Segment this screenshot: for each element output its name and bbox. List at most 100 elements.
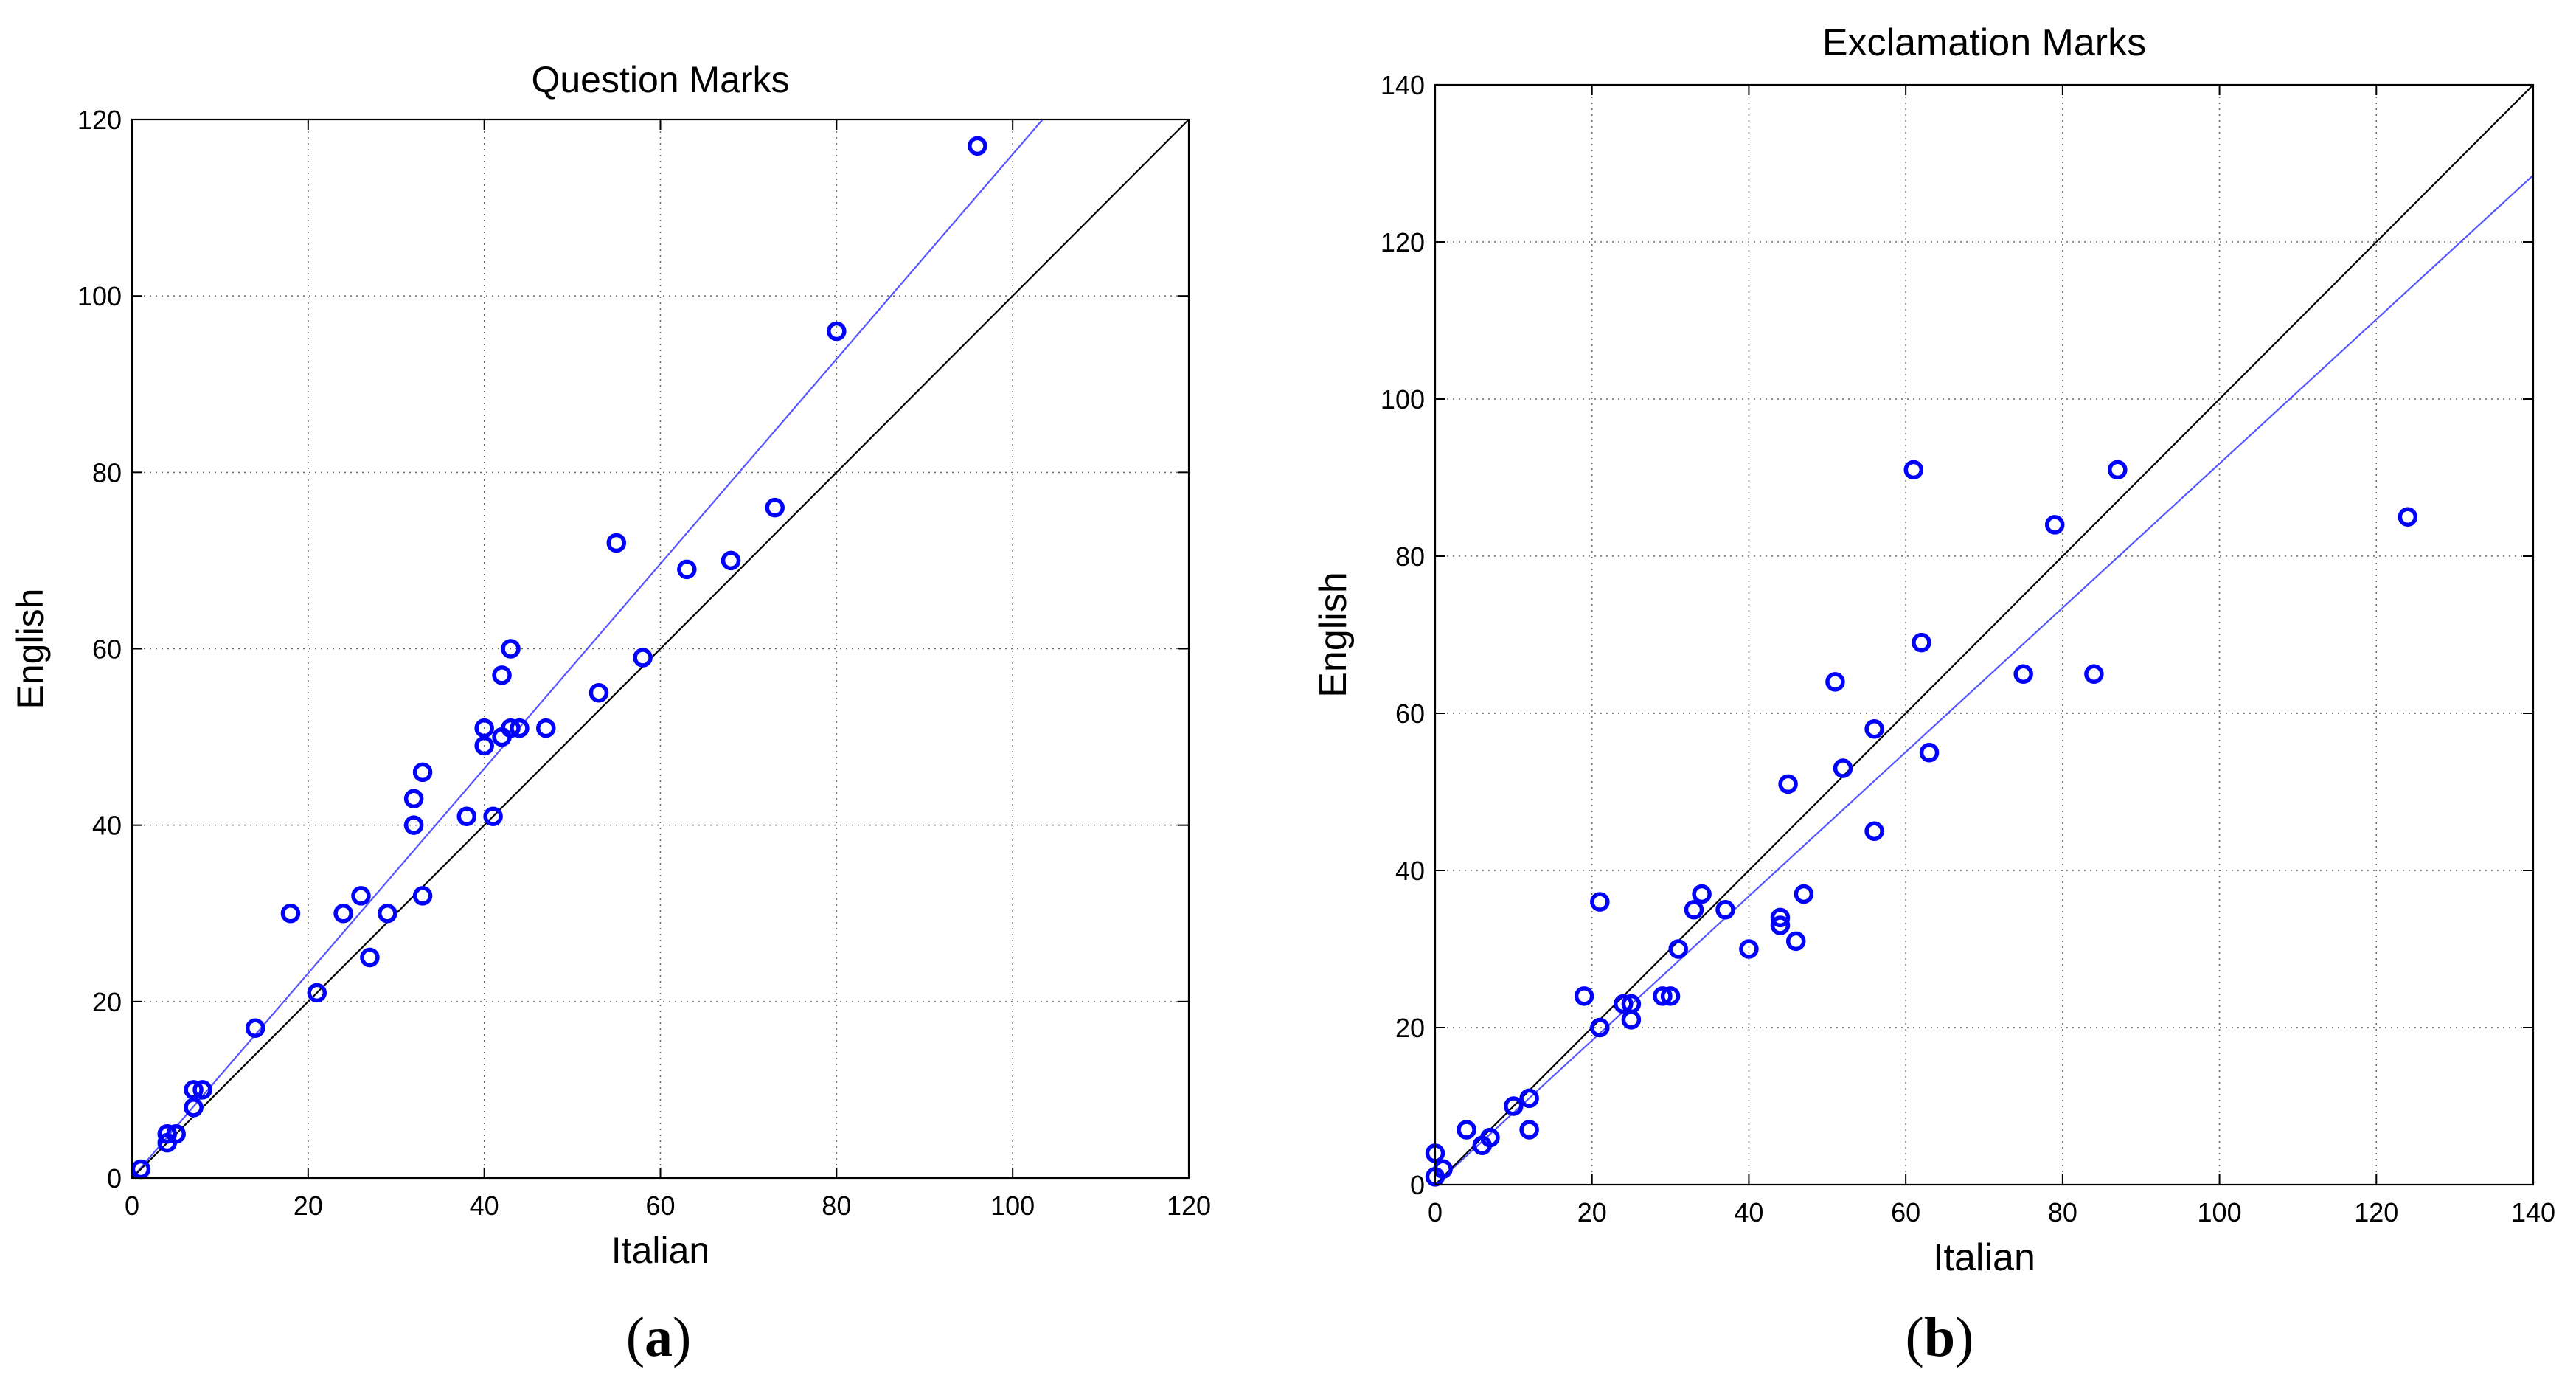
x-tick-label: 40 [470, 1191, 499, 1221]
y-tick-label: 120 [1381, 227, 1425, 257]
data-point [351, 886, 371, 906]
x-tick-label: 60 [1891, 1197, 1920, 1227]
x-tick-label: 60 [645, 1191, 675, 1221]
x-tick-label: 120 [1167, 1191, 1211, 1221]
data-point [1519, 1120, 1539, 1140]
data-point [589, 683, 609, 703]
data-point [474, 735, 494, 756]
data-point [1684, 900, 1704, 920]
y-tick-label: 40 [1395, 856, 1425, 886]
chart-question-marks: 0 20 40 60 80 100 120 0 20 40 60 80 100 120 Question M… [10, 59, 1211, 1271]
data-point [483, 806, 503, 826]
y-tick-label: 60 [1395, 699, 1425, 729]
data-point [192, 1080, 212, 1100]
chart-title: Exclamation Marks [1822, 21, 2146, 64]
data-point [536, 718, 556, 738]
data-point [1519, 1088, 1539, 1109]
y-tick-label: 20 [92, 987, 122, 1017]
data-point [456, 806, 477, 826]
data-point [2108, 460, 2128, 480]
data-point [1785, 931, 1806, 952]
x-tick-label: 0 [125, 1191, 139, 1221]
data-point [360, 947, 380, 968]
data-point [1621, 994, 1642, 1014]
x-tick-label: 0 [1428, 1197, 1443, 1227]
data-point [1919, 743, 1940, 763]
data-point [1457, 1120, 1476, 1140]
data-point [677, 559, 697, 580]
y-axis-label: English [1312, 572, 1355, 698]
data-point [166, 1123, 186, 1144]
data-point [1614, 994, 1634, 1014]
data-point [1864, 821, 1884, 841]
chart-title: Question Marks [531, 59, 789, 100]
x-tick-label: 120 [2354, 1197, 2398, 1227]
x-tick-label: 100 [2198, 1197, 2242, 1227]
subfigure-caption-a-letter: a [645, 1306, 673, 1368]
x-tick-label: 100 [990, 1191, 1035, 1221]
data-point [403, 789, 424, 809]
data-point [412, 886, 433, 906]
y-tick-label: 140 [1381, 70, 1425, 100]
data-point [184, 1080, 204, 1100]
data-point [2398, 507, 2418, 527]
fit-line [132, 119, 1044, 1178]
data-point [1770, 915, 1791, 935]
axes-box [1434, 83, 2535, 1186]
data-point [1692, 884, 1712, 904]
data-point [510, 718, 530, 738]
data-point [1480, 1127, 1500, 1148]
y-tick-label: 100 [1381, 384, 1425, 415]
data-point [501, 718, 521, 738]
y-tick-label: 120 [77, 105, 122, 135]
x-tick-label: 80 [2048, 1197, 2077, 1227]
data-point [157, 1123, 178, 1144]
data-point [2013, 664, 2033, 684]
y-tick-label: 40 [92, 811, 122, 841]
y-tick-label: 0 [107, 1163, 122, 1194]
data-point [1715, 900, 1735, 920]
data-point [1912, 632, 1931, 653]
y-tick-label: 20 [1395, 1013, 1425, 1043]
data-point [606, 533, 627, 553]
x-tick-label: 80 [822, 1191, 851, 1221]
x-tick-label: 140 [2511, 1197, 2555, 1227]
data-point [1504, 1096, 1524, 1116]
data-point [307, 983, 327, 1003]
data-point [1864, 719, 1884, 739]
y-tick-label: 80 [92, 457, 122, 488]
identity-line [132, 119, 1189, 1178]
data-point [412, 762, 433, 783]
y-tick-label: 60 [92, 634, 122, 665]
data-point [827, 321, 847, 342]
data-point [1653, 986, 1673, 1006]
data-point [280, 904, 301, 924]
x-tick-label: 40 [1734, 1197, 1763, 1227]
data-point [378, 904, 397, 924]
data-point [968, 136, 987, 156]
x-axis-label: Italian [611, 1230, 709, 1271]
x-tick-label: 20 [294, 1191, 323, 1221]
data-point [492, 665, 512, 685]
data-point [1590, 1017, 1610, 1038]
fit-line [1435, 174, 2533, 1185]
data-point [2044, 515, 2065, 535]
data-point [403, 815, 424, 835]
data-point [1903, 460, 1924, 480]
data-point [1794, 884, 1814, 904]
y-tick-label: 100 [77, 281, 122, 311]
data-point [1660, 986, 1681, 1006]
subfigure-caption-a: (a) [626, 1306, 692, 1368]
data-point [1825, 672, 1845, 692]
data-point [765, 497, 785, 518]
data-point [1668, 939, 1688, 959]
y-tick-label: 80 [1395, 541, 1425, 572]
data-point [131, 1159, 151, 1180]
data-point [333, 904, 353, 924]
data-point [1778, 774, 1798, 794]
data-point [721, 550, 741, 571]
chart-exclamation-marks: 0 20 40 60 80 100 120 140 0 20 40 60 80 100 120 140 Excl… [1312, 21, 2555, 1279]
data-point [474, 718, 494, 738]
data-point [501, 639, 521, 659]
